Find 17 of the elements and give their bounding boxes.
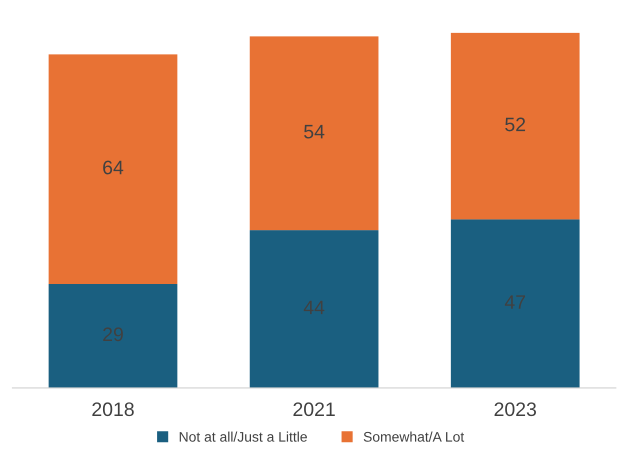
x-tick-label: 2018 (92, 402, 134, 416)
bar (450, 32, 580, 220)
x-tick-label: 2023 (494, 402, 536, 416)
data-label: 29 (103, 327, 123, 342)
bar (48, 54, 178, 284)
bar (48, 284, 178, 388)
data-label: 52 (505, 118, 526, 132)
data-label: 44 (304, 300, 324, 314)
legend-label: Not at all/Just a Little (180, 432, 307, 442)
bar (250, 36, 378, 230)
bar (250, 230, 378, 388)
data-label: 47 (504, 295, 526, 309)
data-label: 54 (304, 124, 324, 139)
data-label: 64 (103, 160, 124, 174)
legend-label: Somewhat/A Lot (364, 432, 464, 442)
x-tick-label: 2021 (293, 402, 335, 416)
bar (450, 219, 580, 388)
